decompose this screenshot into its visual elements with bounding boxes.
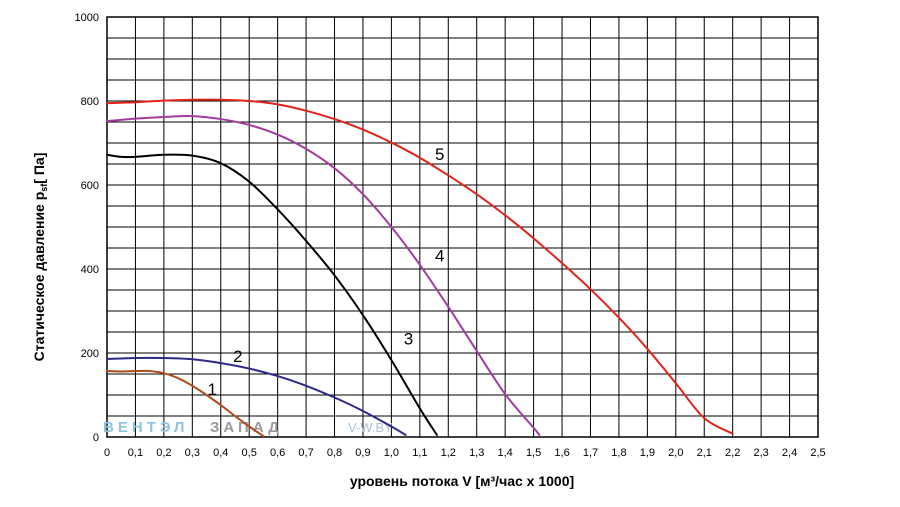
series-line-4 (106, 115, 541, 436)
curve-label-1: 1 (207, 380, 216, 399)
x-tick-label: 0,5 (242, 447, 257, 459)
x-tick-label: 1,0 (384, 447, 399, 459)
x-tick-label: 1,1 (412, 447, 427, 459)
x-tick-label: 2,0 (668, 447, 683, 459)
x-tick-label: 1,4 (498, 447, 513, 459)
x-tick-label: 0,6 (270, 447, 285, 459)
x-tick-label: 0,4 (213, 447, 228, 459)
curve-labels: 12 3 4 5 (207, 145, 444, 399)
curve-label-2: 2 (233, 347, 242, 366)
x-tick-label: 0,9 (355, 447, 370, 459)
plot-frame (106, 16, 819, 438)
y-tick-label: 1000 (75, 12, 99, 24)
x-axis-title: уровень потока V [м³/час x 1000] (350, 473, 574, 489)
x-tick-label: 1,6 (554, 447, 569, 459)
x-tick-label: 0 (104, 447, 110, 459)
y-tick-label: 800 (81, 96, 99, 108)
x-tick-label: 2,3 (753, 447, 768, 459)
grid (106, 16, 819, 438)
y-tick-label: 0 (93, 432, 99, 444)
curve-label-5: 5 (435, 145, 444, 164)
y-tick-label: 200 (81, 348, 99, 360)
series-line-1 (106, 369, 265, 438)
y-tick-label: 400 (81, 264, 99, 276)
x-tick-label: 2,1 (697, 447, 712, 459)
x-tick-label: 0,2 (156, 447, 171, 459)
x-tick-label: 0,7 (298, 447, 313, 459)
x-tick-label: 1,9 (640, 447, 655, 459)
y-axis-title-sub: sf (39, 183, 49, 192)
x-tick-label: 2,5 (810, 447, 825, 459)
series-line-3 (106, 153, 438, 436)
x-tick-label: 2,4 (782, 447, 797, 459)
series-line-2 (106, 356, 407, 436)
y-axis-title: Статическое давление psf[ Па] (31, 153, 49, 362)
curve-label-3: 3 (404, 330, 413, 349)
x-tick-label: 1,2 (441, 447, 456, 459)
series-group (106, 98, 734, 438)
y-tick-label: 600 (81, 180, 99, 192)
x-tick-label: 1,7 (583, 447, 598, 459)
x-tick-label: 1,8 (611, 447, 626, 459)
x-tick-label: 0,8 (327, 447, 342, 459)
y-tick-labels: 0 200 400 600 800 1000 (75, 12, 99, 444)
watermark: ВЕНТЭЛ ЗАПАД V-W.BY (103, 419, 393, 436)
watermark-site: V-W.BY (348, 420, 393, 435)
watermark-brand-1: ВЕНТЭЛ (103, 419, 188, 436)
x-tick-labels: 0 0,1 0,2 0,3 0,4 0,5 0,6 0,7 0,8 0,9 1,0 1,1 1,2 1,3… (104, 447, 826, 459)
y-axis-title-unit: [ Па] (31, 153, 47, 184)
x-tick-label: 0,1 (128, 447, 143, 459)
x-tick-label: 1,3 (469, 447, 484, 459)
curve-label-4: 4 (435, 246, 444, 265)
x-tick-label: 2,2 (725, 447, 740, 459)
series-line-5 (106, 98, 734, 435)
x-tick-label: 0,3 (185, 447, 200, 459)
x-tick-label: 1,5 (526, 447, 541, 459)
watermark-brand-2: ЗАПАД (210, 419, 283, 436)
y-axis-title-main: Статическое давление p (31, 192, 47, 362)
